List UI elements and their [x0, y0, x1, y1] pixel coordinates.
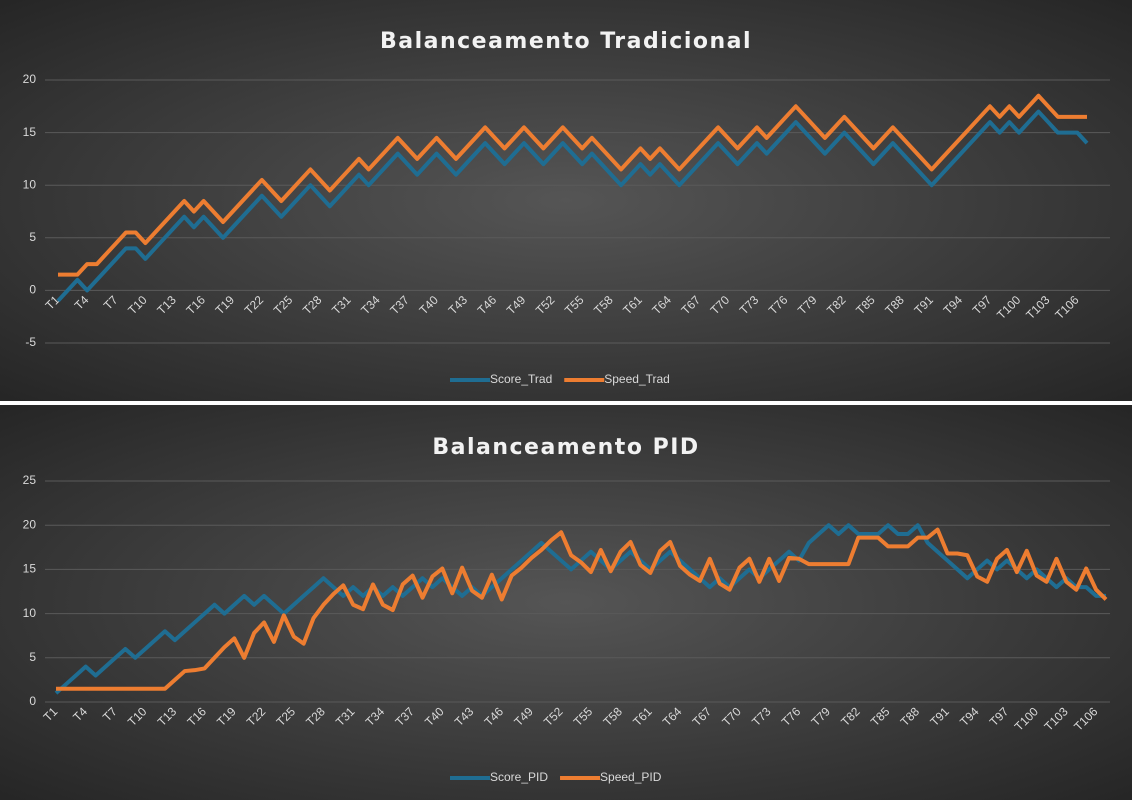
chart-background	[0, 405, 1132, 800]
y-tick-label: -5	[25, 335, 36, 349]
y-tick-label: 0	[29, 283, 36, 297]
y-tick-label: 15	[23, 562, 37, 576]
chart-title: Balanceamento PID	[432, 435, 699, 460]
chart-title: Balanceamento Tradicional	[380, 29, 752, 54]
y-tick-label: 5	[29, 230, 36, 244]
data-line	[56, 527, 1108, 691]
data-line	[56, 109, 1089, 303]
y-tick-label: 25	[23, 473, 37, 487]
y-tick-label: 0	[29, 694, 36, 708]
legend-label: Speed_PID	[600, 770, 662, 784]
y-tick-label: 10	[23, 606, 37, 620]
chart-background	[0, 0, 1132, 401]
data-line	[58, 93, 1087, 277]
y-tick-label: 10	[23, 177, 37, 191]
legend-label: Score_Trad	[490, 372, 552, 386]
y-tick-label: 20	[23, 72, 37, 86]
y-tick-label: 5	[29, 650, 36, 664]
y-tick-label: 15	[23, 125, 37, 139]
y-tick-label: 20	[23, 517, 37, 531]
legend-label: Speed_Trad	[604, 372, 670, 386]
legend-label: Score_PID	[490, 770, 548, 784]
